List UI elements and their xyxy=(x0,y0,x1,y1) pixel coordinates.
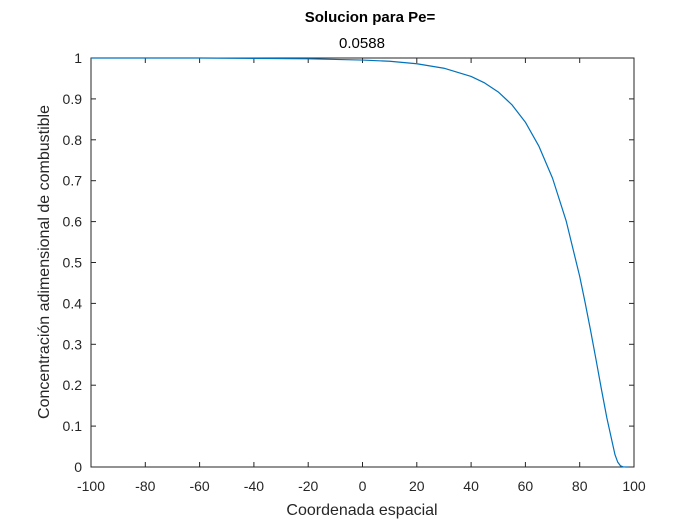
axes-box xyxy=(90,57,635,468)
x-tick-label: -60 xyxy=(189,478,209,494)
x-tick-label: 60 xyxy=(518,478,534,494)
y-axis-ticks: 0 0.1 0.2 0.3 0.4 0.5 0.6 0.7 0.8 0.9 1 xyxy=(63,50,634,475)
y-tick-label: 0 xyxy=(74,459,82,475)
x-tick-label: -100 xyxy=(77,478,105,494)
y-tick-label: 0.1 xyxy=(63,418,83,434)
y-tick-label: 0.2 xyxy=(63,377,83,393)
chart-title: Solucion para Pe= xyxy=(305,9,436,26)
x-tick-label: -40 xyxy=(244,478,264,494)
plot-area: -100 -80 -60 -40 -20 0 20 40 60 80 100 00.10.20.30… xyxy=(63,50,646,494)
x-axis-ticks: -100 -80 -60 -40 -20 0 20 40 60 80 100 xyxy=(77,58,646,494)
series-line xyxy=(91,57,629,468)
y-tick-label: 0.7 xyxy=(63,173,83,189)
y-axis-label: Concentración adimensional de combustibl… xyxy=(36,105,53,419)
x-tick-label: 0 xyxy=(359,478,367,494)
y-tick-label: 0.4 xyxy=(63,295,83,311)
chart-subtitle: 0.0588 xyxy=(339,35,385,52)
x-tick-label: 20 xyxy=(409,478,425,494)
x-axis-label: Coordenada espacial xyxy=(286,502,437,519)
y-tick-label: 0.3 xyxy=(63,336,83,352)
x-tick-label: 100 xyxy=(622,478,646,494)
y-tick-label: 0.5 xyxy=(63,255,83,271)
x-tick-label: -80 xyxy=(135,478,155,494)
y-tick-label: 0.6 xyxy=(63,214,83,230)
x-tick-label: 80 xyxy=(572,478,588,494)
y-tick-label: 0.9 xyxy=(63,91,83,107)
x-tick-label: -20 xyxy=(298,478,318,494)
y-tick-label: 0.8 xyxy=(63,132,83,148)
x-tick-label: 40 xyxy=(463,478,479,494)
series-group xyxy=(91,57,629,468)
y-tick-label: 1 xyxy=(74,50,82,66)
